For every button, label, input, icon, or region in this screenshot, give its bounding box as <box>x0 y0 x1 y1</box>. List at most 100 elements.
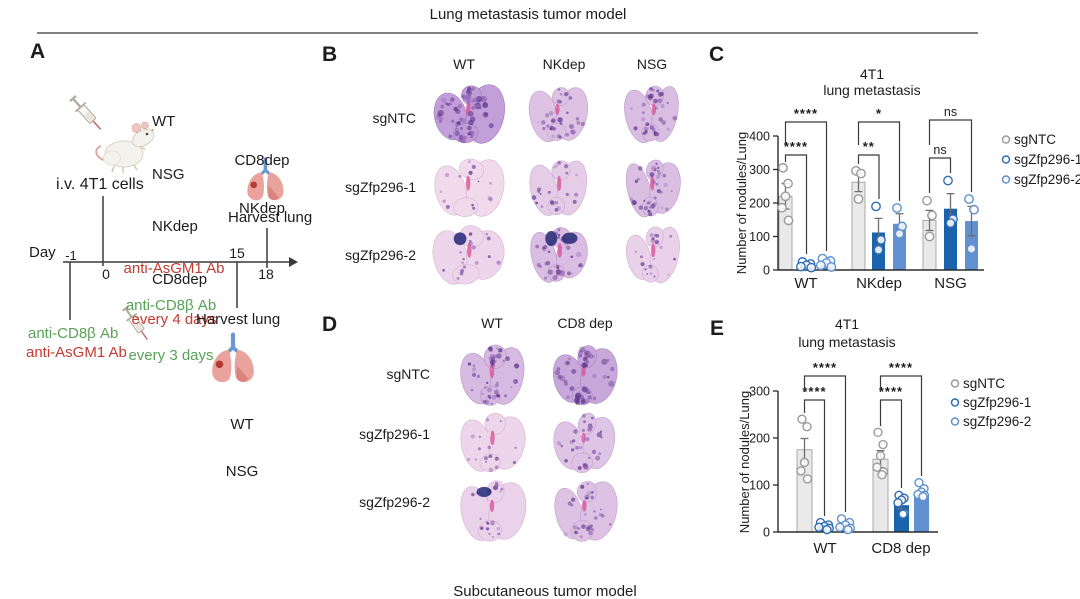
tumor-nodule <box>577 527 580 530</box>
tumor-nodule <box>565 192 569 197</box>
hilum-mark <box>651 103 657 116</box>
tumor-nodule <box>553 166 556 169</box>
tumor-nodule <box>547 250 551 254</box>
tumor-nodule <box>601 358 608 365</box>
tumor-nodule <box>514 446 517 449</box>
tumor-nodule <box>657 166 660 169</box>
tumor-nodule <box>488 396 492 400</box>
sig-label: **** <box>784 139 808 154</box>
tumor-nodule <box>470 388 474 392</box>
data-point <box>966 243 977 254</box>
tumor-nodule <box>438 116 444 122</box>
tick-18: 18 <box>258 266 274 282</box>
tumor-nodule <box>581 386 588 393</box>
tumor-nodule <box>576 120 581 126</box>
tumor-nodule <box>653 98 658 104</box>
y-tick-label: 100 <box>749 479 770 493</box>
tumor-nodule <box>481 392 484 395</box>
tumor-nodule <box>654 106 658 110</box>
tumor-nodule <box>479 517 482 520</box>
tumor-nodule <box>651 88 655 92</box>
data-point <box>835 522 845 533</box>
dense-stain-blob <box>476 486 492 497</box>
lung-lobe <box>452 264 480 285</box>
tumor-nodule <box>531 195 537 200</box>
tumor-nodule <box>599 430 603 434</box>
tumor-nodule <box>545 113 550 118</box>
tumor-nodule <box>548 191 551 193</box>
data-point <box>927 210 937 221</box>
tumor-nodule <box>539 187 542 190</box>
tumor-nodule <box>467 125 472 131</box>
tumor-nodule <box>564 360 570 366</box>
tumor-nodule <box>470 434 475 439</box>
tumor-nodule <box>468 160 471 164</box>
tumor-nodule <box>564 458 568 463</box>
tumor-nodule <box>634 179 639 184</box>
y-tick-label: 0 <box>763 526 770 540</box>
tumor-nodule <box>487 255 491 259</box>
tumor-nodule <box>469 131 476 138</box>
tumor-nodule <box>496 381 499 384</box>
hilum-mark <box>489 499 495 513</box>
tumor-nodule <box>555 269 561 275</box>
sig-label: **** <box>879 384 903 399</box>
tumor-nodule <box>585 389 590 394</box>
legend-label: sgNTC <box>1014 132 1056 147</box>
tumor-nodule <box>459 127 463 130</box>
tumor-nodule <box>537 190 541 194</box>
data-point <box>796 261 806 272</box>
tumor-nodule <box>546 124 550 128</box>
tumor-nodule <box>448 134 453 139</box>
tumor-nodule <box>569 440 574 444</box>
tumor-nodule <box>481 526 484 530</box>
tumor-nodule <box>559 93 563 96</box>
data-point <box>783 215 794 226</box>
tumor-nodule <box>442 199 446 203</box>
tumor-nodule <box>510 386 512 388</box>
footer-title: Subcutaneous tumor model <box>453 583 637 599</box>
histology-image <box>624 85 679 144</box>
tumor-nodule <box>670 190 673 192</box>
tumor-nodule <box>651 237 655 241</box>
tumor-nodule <box>657 98 663 103</box>
panelD-label: D <box>322 313 338 336</box>
histology-image <box>626 226 680 283</box>
tumor-nodule <box>645 94 650 99</box>
tumor-nodule <box>575 173 578 177</box>
tumor-nodule <box>438 120 442 124</box>
tumor-nodule <box>653 275 656 278</box>
tumor-nodule <box>649 172 655 177</box>
tumor-nodule <box>479 526 484 531</box>
hilum-mark <box>650 175 655 191</box>
tumor-nodule <box>655 174 661 179</box>
tumor-nodule <box>656 89 660 93</box>
tumor-nodule <box>551 134 555 138</box>
tumor-nodule <box>468 239 472 243</box>
tumor-nodule <box>471 372 477 377</box>
tumor-nodule <box>461 261 464 264</box>
tumor-nodule <box>474 102 482 110</box>
tumor-nodule <box>592 510 596 514</box>
tumor-nodule <box>484 386 487 389</box>
tumor-nodule <box>606 375 610 379</box>
chart-title-line: 4T1 <box>835 316 859 332</box>
tumor-nodule <box>585 526 591 532</box>
data-point <box>894 228 905 239</box>
tumor-nodule <box>554 369 561 376</box>
data-point <box>878 439 888 450</box>
tumor-nodule <box>488 532 491 535</box>
tumor-nodule <box>582 463 586 466</box>
tumor-nodule <box>630 107 633 110</box>
histology-image <box>528 87 589 143</box>
tumor-nodule <box>590 528 594 532</box>
tumor-nodule <box>556 99 561 104</box>
data-point <box>783 178 793 189</box>
panelD-histology-grid <box>460 344 618 542</box>
data-point <box>922 195 932 206</box>
sig-bracket <box>928 119 973 192</box>
tumor-nodule <box>462 265 467 269</box>
data-point <box>816 260 826 271</box>
tumor-nodule <box>496 260 501 265</box>
tumor-nodule <box>457 103 463 109</box>
